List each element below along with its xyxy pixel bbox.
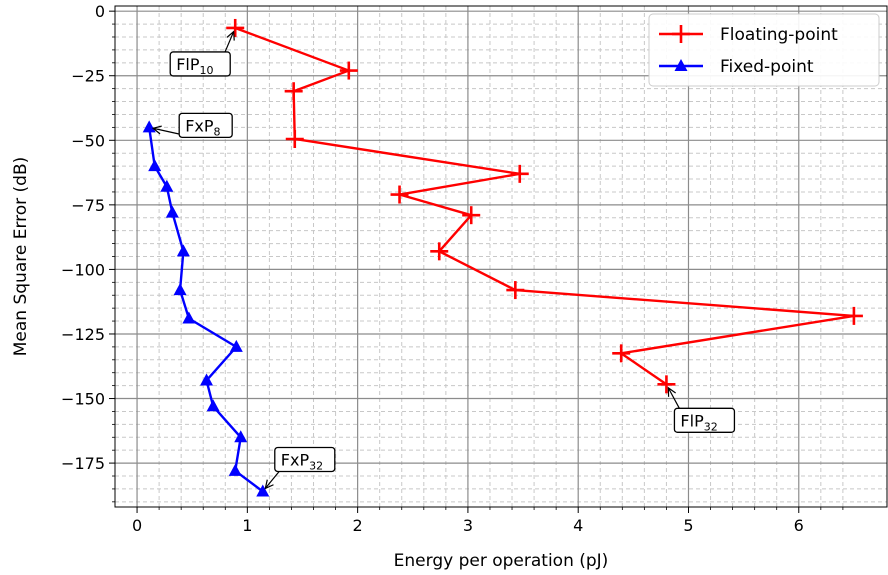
- annotation-main-text: FlP: [176, 55, 200, 74]
- series-triangle: [142, 120, 270, 497]
- x-tick-label: 6: [794, 516, 804, 535]
- legend-label: Fixed-point: [720, 57, 814, 77]
- data-point-triangle: [148, 159, 162, 172]
- data-point-triangle: [160, 179, 174, 192]
- annotation-arrowhead: [226, 30, 235, 41]
- y-tick-label: −25: [71, 67, 105, 86]
- grid: [115, 6, 887, 507]
- annotation-box: [274, 446, 336, 473]
- data-point-triangle: [256, 484, 270, 497]
- annotation-label: FlP10: [176, 55, 213, 77]
- x-tick-label: 4: [573, 516, 583, 535]
- annotation-arrow: [223, 31, 235, 55]
- data-point-plus: [672, 25, 690, 43]
- annotation-box: [673, 407, 736, 433]
- data-point-triangle: [228, 463, 242, 476]
- annotation-subscript: 32: [704, 420, 718, 433]
- data-point-plus: [226, 18, 245, 37]
- y-tick-label: −150: [61, 390, 105, 409]
- data-point-plus: [430, 242, 449, 261]
- data-point-triangle: [206, 399, 220, 412]
- data-point-triangle: [142, 120, 156, 133]
- y-tick-label: −125: [61, 325, 105, 344]
- data-point-plus: [285, 129, 304, 148]
- legend-box: [648, 13, 880, 87]
- x-tick-label: 5: [683, 516, 693, 535]
- data-point-plus: [844, 306, 863, 325]
- annotation-main-text: FxP: [185, 116, 214, 135]
- legend: Floating-point Fixed-point: [648, 13, 880, 87]
- data-point-plus: [510, 164, 529, 183]
- annotation-label: FxP8: [185, 116, 220, 138]
- data-point-plus: [506, 281, 525, 300]
- data-point-plus: [612, 344, 631, 363]
- data-point-plus: [390, 185, 409, 204]
- annotation-subscript: 32: [309, 460, 323, 473]
- data-point-triangle: [182, 311, 196, 324]
- annotation-box: [178, 112, 233, 139]
- annotation: FxP8: [151, 112, 233, 139]
- data-point-triangle: [674, 59, 688, 71]
- data-point-triangle: [165, 205, 179, 218]
- annotation: FlP32: [667, 386, 736, 433]
- data-point-triangle: [173, 283, 187, 296]
- annotation: FxP32: [264, 446, 336, 490]
- y-tick-label: −175: [61, 454, 105, 473]
- annotation-main-text: FlP: [680, 411, 704, 430]
- data-point-plus: [284, 82, 303, 101]
- annotation-label: FlP32: [680, 411, 717, 433]
- x-axis-label: Energy per operation (pJ): [394, 551, 609, 571]
- data-point-triangle: [176, 244, 190, 257]
- data-point-plus: [462, 206, 481, 225]
- annotation-arrowhead: [151, 125, 162, 135]
- annotation-main-text: FxP: [281, 451, 310, 470]
- data-point-triangle: [234, 430, 248, 443]
- y-tick-label: 0: [95, 2, 105, 21]
- x-tick-label: 3: [463, 516, 473, 535]
- series-line: [234, 26, 856, 386]
- annotation: FlP10: [169, 30, 235, 77]
- data-point-plus: [657, 375, 676, 394]
- x-tick-label: 0: [132, 516, 142, 535]
- data-point-triangle: [229, 339, 243, 352]
- annotation-arrow: [264, 469, 282, 489]
- legend-entry: Fixed-point: [659, 57, 814, 77]
- x-tick-label: 1: [242, 516, 252, 535]
- y-tick-label: −75: [71, 196, 105, 215]
- y-tick-label: −50: [71, 131, 105, 150]
- y-tick-label: −100: [61, 260, 105, 279]
- annotation-box: [169, 51, 231, 77]
- data-point-triangle: [200, 373, 214, 386]
- data-point-plus: [339, 61, 358, 80]
- legend-label: Floating-point: [720, 25, 838, 45]
- annotation-subscript: 10: [200, 64, 214, 77]
- y-axis-label: Mean Square Error (dB): [11, 157, 31, 357]
- x-tick-label: 2: [353, 516, 363, 535]
- legend-entry: Floating-point: [659, 25, 838, 45]
- axes: 0 1 2 3 4 5 6 0 −25 −50 −75 −100 −125 −150 −175: [61, 2, 844, 535]
- annotation-arrowhead: [264, 479, 274, 490]
- annotation-label: FxP32: [281, 451, 323, 473]
- annotation-subscript: 8: [214, 125, 221, 138]
- annotation-arrowhead: [667, 386, 676, 397]
- series-plus: [226, 18, 863, 394]
- series-layer: [142, 18, 863, 497]
- annotation-arrow: [667, 387, 681, 411]
